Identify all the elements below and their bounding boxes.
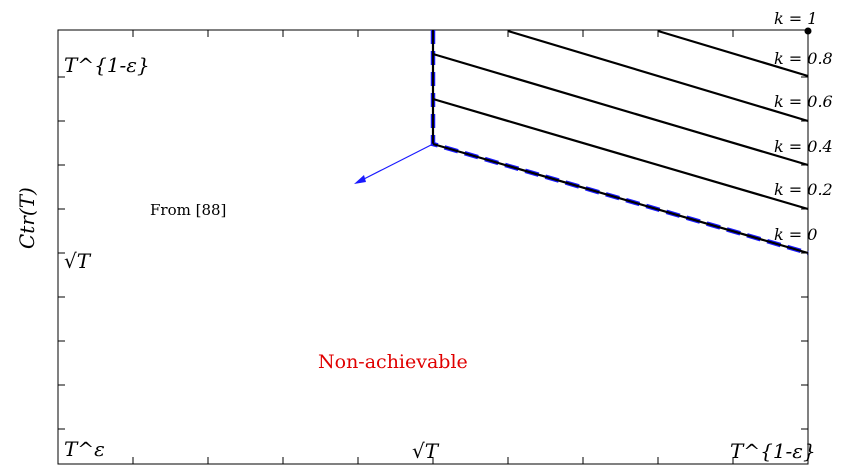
k-line-0.6	[507, 29, 809, 123]
k-label-1: k = 1	[774, 9, 817, 28]
annotation-arrowhead	[354, 175, 366, 184]
y-tick-label-top: T^{1-ε}	[64, 53, 150, 77]
k-1-point	[804, 27, 812, 35]
x-tick-marks	[132, 30, 734, 464]
y-axis-label: Ctr(T)	[15, 187, 39, 249]
x-tick-label-mid: √T	[412, 439, 440, 463]
x-tick-label-right: T^{1-ε}	[730, 439, 816, 463]
y-tick-label-mid: √T	[64, 249, 92, 273]
from-reference-label: From [88]	[150, 201, 226, 219]
k-label-0: k = 0	[774, 225, 817, 244]
k-label-0.8: k = 0.8	[774, 49, 833, 68]
k-line-0	[432, 142, 809, 255]
k-level-lines	[431, 29, 809, 255]
k-line-0.2	[432, 97, 809, 211]
k-label-0.4: k = 0.4	[774, 137, 833, 156]
k-labels: k = 1 k = 0.8 k = 0.6 k = 0.4 k = 0.2 k …	[774, 9, 833, 244]
annotation-arrow	[361, 143, 434, 181]
k-line-0.4	[432, 52, 809, 167]
non-achievable-label: Non-achievable	[318, 351, 468, 373]
k-line-0.8	[657, 29, 809, 78]
boundary-dashed-line	[430, 30, 809, 256]
k-label-0.2: k = 0.2	[774, 180, 833, 199]
y-tick-label-bottom: T^ε	[64, 437, 105, 461]
k-label-0.6: k = 0.6	[774, 92, 833, 111]
